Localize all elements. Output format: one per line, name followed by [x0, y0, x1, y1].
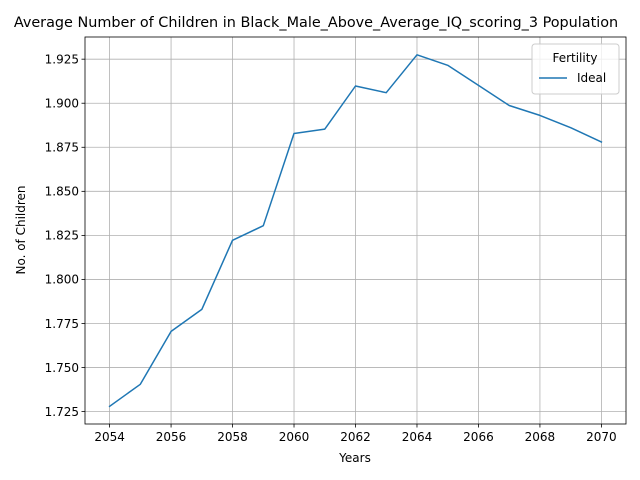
- y-tick-label: 1.775: [45, 317, 79, 331]
- legend-title: Fertility: [552, 51, 597, 65]
- x-axis: 2054 2056 2058 2060 2062 2064 2066 2068 2070: [94, 424, 617, 444]
- legend: Fertility Ideal: [531, 43, 620, 95]
- x-tick-label: 2070: [586, 430, 617, 444]
- y-tick-label: 1.825: [45, 229, 79, 243]
- x-tick-label: 2064: [402, 430, 433, 444]
- x-tick-label: 2058: [217, 430, 248, 444]
- y-axis: 1.725 1.750 1.775 1.800 1.825 1.850 1.875 1.900…: [45, 52, 85, 419]
- y-tick-label: 1.900: [45, 97, 79, 111]
- x-tick-label: 2062: [340, 430, 371, 444]
- y-tick-label: 1.925: [45, 52, 79, 66]
- y-axis-label: No. of Children: [14, 185, 28, 274]
- grid: [85, 37, 626, 424]
- y-tick-label: 1.850: [45, 185, 79, 199]
- y-tick-label: 1.800: [45, 273, 79, 287]
- legend-label-ideal: Ideal: [577, 71, 606, 85]
- legend-box: [531, 43, 620, 95]
- series-line-ideal: [108, 54, 603, 408]
- x-tick-label: 2060: [279, 430, 310, 444]
- x-axis-label: Years: [338, 451, 371, 465]
- x-tick-label: 2056: [156, 430, 187, 444]
- y-tick-label: 1.725: [45, 405, 79, 419]
- x-tick-label: 2068: [525, 430, 556, 444]
- y-tick-label: 1.875: [45, 141, 79, 155]
- x-tick-label: 2066: [463, 430, 494, 444]
- x-tick-label: 2054: [94, 430, 125, 444]
- chart-title: Average Number of Children in Black_Male…: [14, 15, 618, 31]
- plot-lines: [108, 54, 603, 408]
- y-tick-label: 1.750: [45, 361, 79, 375]
